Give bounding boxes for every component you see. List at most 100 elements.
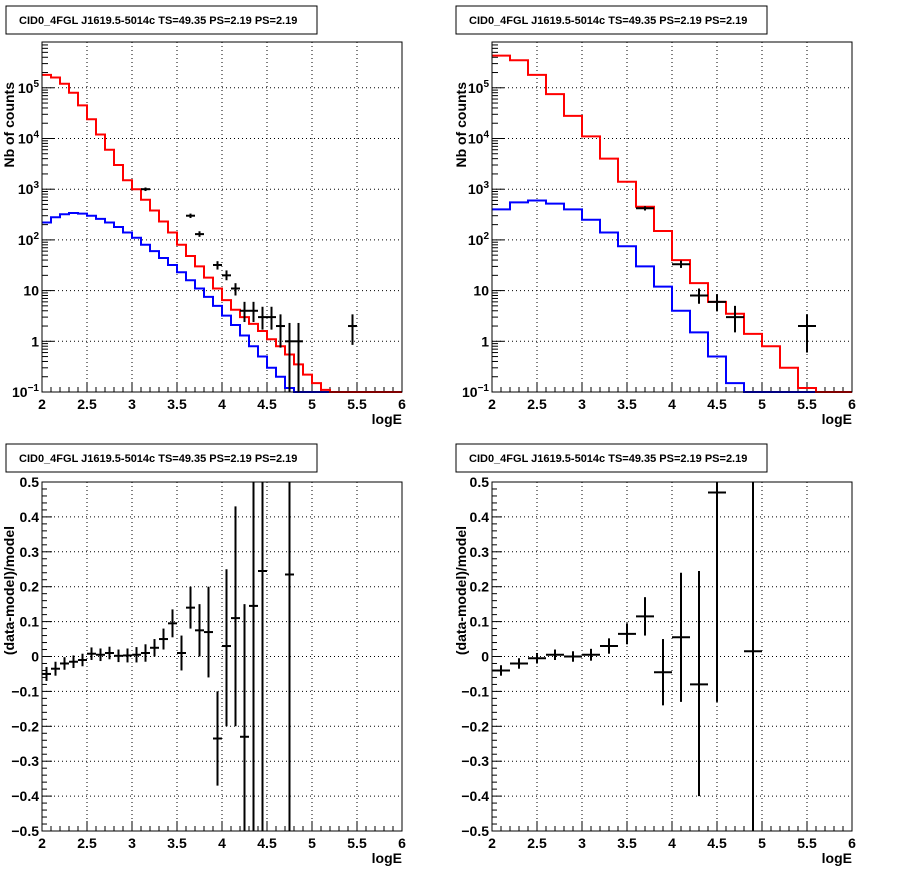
data-point xyxy=(528,653,546,664)
y-tick-label: −0.2 xyxy=(461,718,489,734)
plot-frame xyxy=(491,481,853,832)
y-tick-label: −0.4 xyxy=(461,788,489,804)
data-point xyxy=(285,482,294,831)
y-tick-label-base: 0 xyxy=(481,649,489,665)
y-tick-label: 0.5 xyxy=(470,474,490,490)
y-tick-label: −0.2 xyxy=(11,718,39,734)
y-tick-label-base: 10 xyxy=(468,232,484,248)
x-tick-label: 4 xyxy=(668,396,676,412)
y-tick-label-base: 10 xyxy=(12,384,28,400)
data-point xyxy=(798,314,816,353)
y-tick-label-base: −0.2 xyxy=(461,718,489,734)
x-axis-label: logE xyxy=(372,850,402,866)
y-tick-label: −0.1 xyxy=(461,683,489,699)
data-point xyxy=(249,301,258,323)
title-box xyxy=(455,5,768,35)
y-tick-label-base: 1 xyxy=(481,333,489,349)
data-point xyxy=(222,569,231,727)
y-tick-label: 103 xyxy=(18,180,40,197)
y-tick-label: 0.2 xyxy=(20,579,40,595)
y-tick-label-base: −0.3 xyxy=(11,753,39,769)
data-point xyxy=(222,270,231,281)
y-axis-label: Nb of counts xyxy=(453,82,469,168)
data-point xyxy=(141,644,150,662)
total-model-histogram xyxy=(492,54,852,393)
data-point xyxy=(240,301,249,323)
data-point xyxy=(636,206,654,211)
panel-counts-fine: CID0_4FGL J1619.5-5014c TS=49.35 PS=2.19… xyxy=(1,5,406,427)
data-point xyxy=(600,638,618,654)
y-tick-label-base: 0.5 xyxy=(470,474,490,490)
data-point xyxy=(708,294,726,312)
x-tick-label: 3.5 xyxy=(167,396,187,412)
x-tick-label: 3.5 xyxy=(167,835,187,851)
x-tick-label: 5 xyxy=(308,835,316,851)
y-tick-label: −0.5 xyxy=(461,823,489,839)
data-point xyxy=(240,604,249,831)
data-point xyxy=(159,628,168,650)
y-tick-label-base: 0.2 xyxy=(470,579,490,595)
y-tick-label-exponent: −1 xyxy=(28,383,40,394)
data-point xyxy=(672,572,690,702)
y-tick-label: 1 xyxy=(481,333,489,349)
data-point xyxy=(213,691,222,786)
y-tick-label: 0.1 xyxy=(470,614,490,630)
x-tick-label: 5.5 xyxy=(347,835,367,851)
title-box xyxy=(5,443,318,473)
data-point xyxy=(204,586,213,678)
data-point xyxy=(267,306,276,330)
y-tick-label: 10 xyxy=(23,283,39,299)
chart-title: CID0_4FGL J1619.5-5014c TS=49.35 PS=2.19… xyxy=(19,15,297,27)
data-point xyxy=(123,648,132,663)
plot-frame xyxy=(491,41,853,393)
y-tick-label-base: 0.4 xyxy=(470,509,490,525)
x-tick-label: 3.5 xyxy=(617,835,637,851)
y-tick-label: 0.4 xyxy=(470,509,490,525)
data-point xyxy=(672,260,690,268)
x-tick-label: 2.5 xyxy=(77,396,97,412)
data-point xyxy=(105,646,114,660)
y-tick-label-base: 10 xyxy=(18,80,34,96)
data-point xyxy=(114,649,123,663)
data-point xyxy=(636,597,654,636)
x-tick-label: 2.5 xyxy=(527,396,547,412)
x-tick-label: 4.5 xyxy=(257,396,277,412)
plot-frame xyxy=(41,41,403,393)
y-tick-label-base: −0.4 xyxy=(461,788,489,804)
panel-counts-coarse: CID0_4FGL J1619.5-5014c TS=49.35 PS=2.19… xyxy=(453,5,856,427)
y-tick-label-exponent: 3 xyxy=(483,180,489,191)
x-tick-label: 4 xyxy=(668,835,676,851)
x-tick-label: 2 xyxy=(488,396,496,412)
y-tick-label-exponent: −1 xyxy=(478,383,490,394)
y-tick-label: 10−1 xyxy=(462,383,489,400)
y-tick-label-exponent: 4 xyxy=(483,129,489,140)
data-point xyxy=(231,283,240,296)
x-tick-label: 6 xyxy=(848,396,856,412)
x-tick-label: 3 xyxy=(578,396,586,412)
y-tick-label-base: −0.3 xyxy=(461,753,489,769)
data-point xyxy=(141,187,150,192)
y-tick-label-base: −0.1 xyxy=(461,683,489,699)
y-tick-label-base: 0.5 xyxy=(20,474,40,490)
y-tick-label-base: 10 xyxy=(462,384,478,400)
data-point xyxy=(69,655,78,669)
y-tick-label-exponent: 5 xyxy=(33,79,39,90)
y-tick-label: 0 xyxy=(31,649,39,665)
y-tick-label-exponent: 3 xyxy=(33,180,39,191)
x-tick-label: 2 xyxy=(38,835,46,851)
y-tick-label-exponent: 2 xyxy=(33,231,39,242)
data-point xyxy=(510,658,528,669)
y-tick-label: −0.3 xyxy=(461,753,489,769)
data-point xyxy=(177,635,186,671)
data-point xyxy=(51,661,60,676)
y-axis-label: (data-model)/model xyxy=(453,526,469,655)
y-tick-label-base: 10 xyxy=(18,232,34,248)
y-tick-label: 0.3 xyxy=(20,544,40,560)
y-tick-label-base: 10 xyxy=(468,130,484,146)
source-model-histogram xyxy=(492,199,852,393)
data-point xyxy=(708,482,726,702)
y-tick-label-base: 10 xyxy=(473,283,489,299)
y-tick-label: 0 xyxy=(481,649,489,665)
y-tick-label: 0.5 xyxy=(20,474,40,490)
x-tick-label: 4.5 xyxy=(707,835,727,851)
